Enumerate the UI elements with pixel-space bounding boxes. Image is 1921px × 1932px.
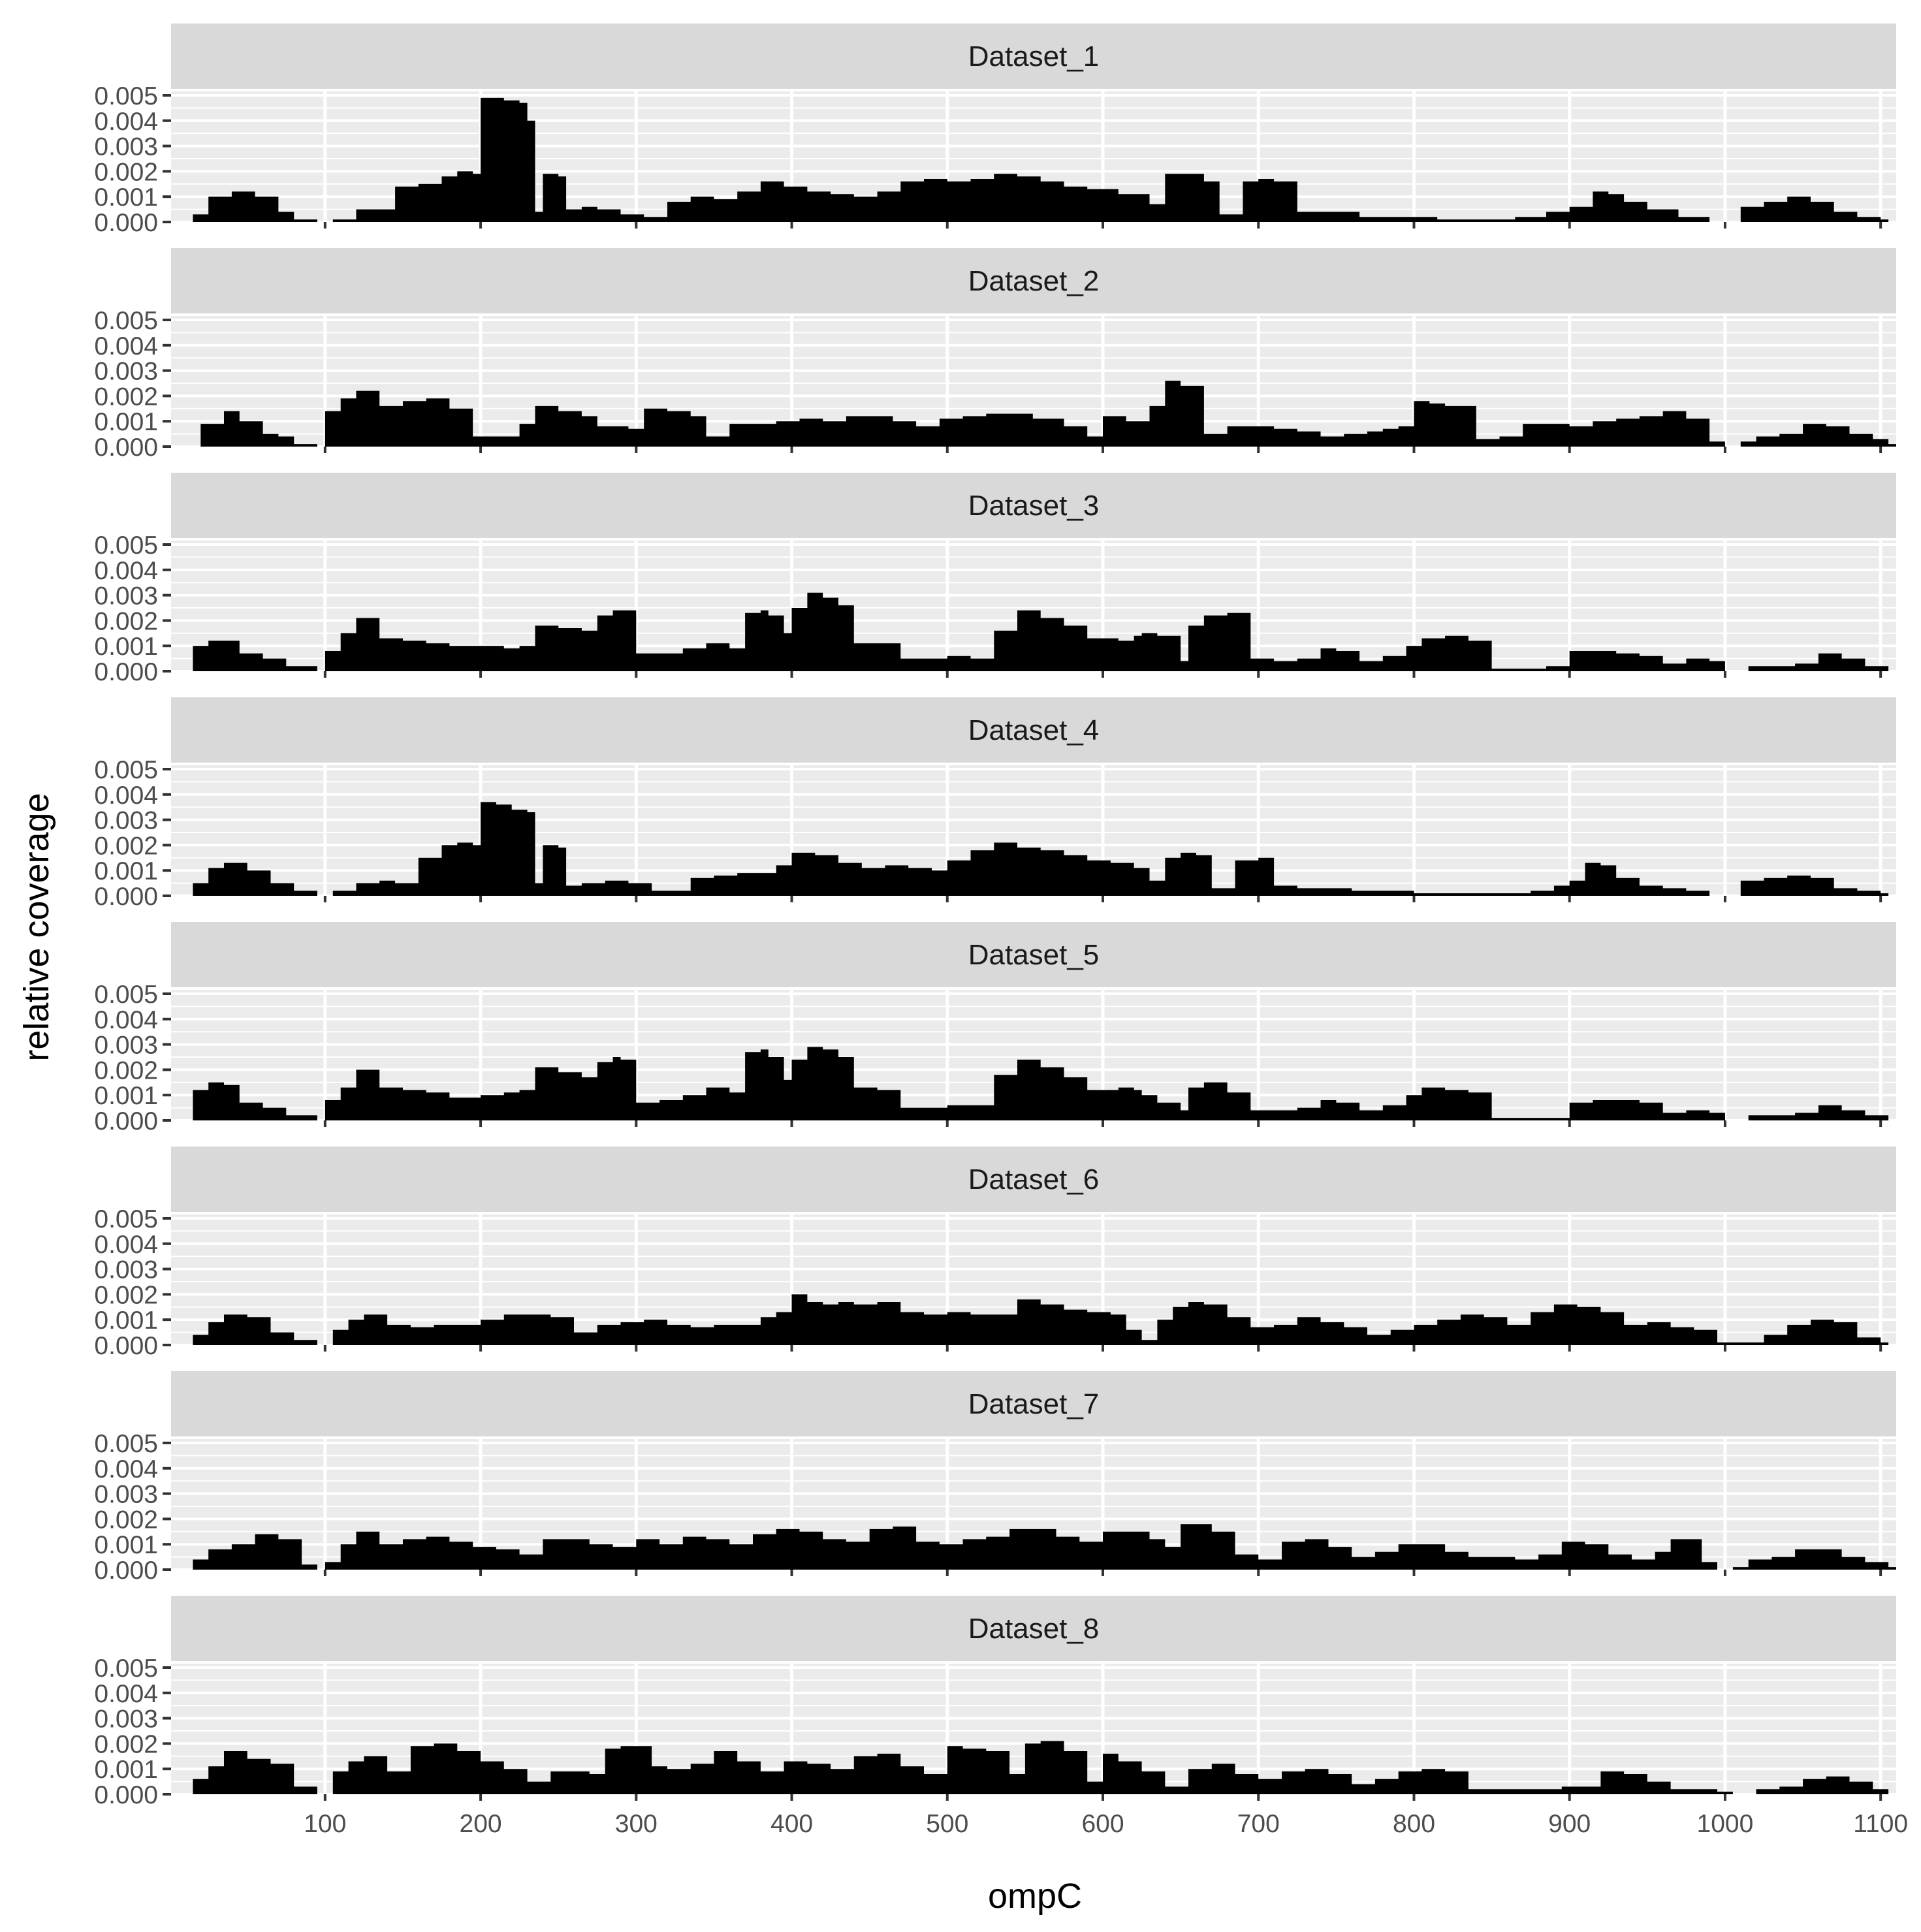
x-tick-label: 700 <box>1237 1810 1280 1838</box>
x-tick-label: 1100 <box>1853 1810 1908 1838</box>
y-tick-label: 0.002 <box>94 158 158 186</box>
y-tick-label: 0.000 <box>94 1107 158 1135</box>
facet-strip <box>171 697 1896 763</box>
y-tick-label: 0.000 <box>94 1557 158 1585</box>
y-axis-title: relative coverage <box>17 793 56 1061</box>
coverage-area <box>177 381 1896 447</box>
facet-strip <box>171 922 1896 987</box>
y-tick-label: 0.000 <box>94 434 158 462</box>
y-tick-label: 0.004 <box>94 1006 158 1034</box>
x-tick-label: 800 <box>1393 1810 1435 1838</box>
y-tick-label: 0.004 <box>94 332 158 360</box>
coverage-area <box>177 1741 1896 1794</box>
facet-strip-label: Dataset_4 <box>968 714 1100 746</box>
y-tick-label: 0.003 <box>94 358 158 386</box>
y-tick-label: 0.002 <box>94 1506 158 1534</box>
y-tick-label: 0.001 <box>94 633 158 661</box>
y-tick-label: 0.002 <box>94 832 158 860</box>
facet-strip-label: Dataset_8 <box>968 1613 1100 1645</box>
y-tick-label: 0.001 <box>94 1531 158 1559</box>
y-tick-label: 0.005 <box>94 307 158 335</box>
y-tick-label: 0.005 <box>94 981 158 1009</box>
y-tick-label: 0.005 <box>94 756 158 784</box>
facet-strip <box>171 473 1896 538</box>
facet-panels: Dataset_10.0000.0010.0020.0030.0040.005D… <box>94 24 1896 1809</box>
coverage-area <box>177 1524 1896 1570</box>
facet-strip-label: Dataset_3 <box>968 490 1100 522</box>
facet-strip <box>171 1371 1896 1436</box>
y-tick-label: 0.003 <box>94 1256 158 1284</box>
y-tick-label: 0.002 <box>94 383 158 411</box>
x-tick-label: 500 <box>926 1810 968 1838</box>
y-tick-label: 0.000 <box>94 209 158 237</box>
y-tick-label: 0.001 <box>94 1082 158 1110</box>
facet-strip <box>171 248 1896 313</box>
coverage-area <box>177 1294 1896 1345</box>
y-tick-label: 0.000 <box>94 658 158 686</box>
y-tick-label: 0.000 <box>94 1781 158 1809</box>
facet-strip <box>171 1147 1896 1212</box>
x-tick-label: 200 <box>460 1810 502 1838</box>
y-tick-label: 0.004 <box>94 557 158 585</box>
y-tick-label: 0.004 <box>94 1231 158 1259</box>
x-tick-label: 100 <box>304 1810 346 1838</box>
y-tick-label: 0.001 <box>94 183 158 212</box>
x-tick-label: 900 <box>1548 1810 1591 1838</box>
y-tick-label: 0.005 <box>94 1430 158 1458</box>
y-tick-label: 0.000 <box>94 1332 158 1360</box>
coverage-area <box>177 1047 1896 1120</box>
y-tick-label: 0.004 <box>94 1680 158 1708</box>
y-tick-label: 0.001 <box>94 857 158 885</box>
y-tick-label: 0.004 <box>94 782 158 810</box>
x-tick-label: 1000 <box>1697 1810 1754 1838</box>
coverage-area <box>177 802 1896 896</box>
facet-strip-label: Dataset_7 <box>968 1388 1100 1420</box>
y-tick-label: 0.004 <box>94 108 158 136</box>
facet-strip-label: Dataset_1 <box>968 40 1100 72</box>
facet-strip-label: Dataset_6 <box>968 1164 1100 1196</box>
y-tick-label: 0.002 <box>94 1730 158 1758</box>
y-tick-label: 0.005 <box>94 82 158 110</box>
facet-strip <box>171 24 1896 89</box>
x-axis-title: ompC <box>988 1877 1082 1916</box>
x-axis: 100 200 300 400 500 600 700 800 900 1000 1100 <box>304 1810 1908 1838</box>
x-tick-label: 300 <box>615 1810 658 1838</box>
y-tick-label: 0.002 <box>94 607 158 635</box>
coverage-area <box>177 592 1896 671</box>
coverage-area <box>177 97 1896 222</box>
y-tick-label: 0.001 <box>94 1306 158 1335</box>
y-tick-label: 0.003 <box>94 807 158 835</box>
y-tick-label: 0.005 <box>94 531 158 560</box>
y-tick-label: 0.002 <box>94 1056 158 1085</box>
y-tick-label: 0.005 <box>94 1655 158 1683</box>
y-tick-label: 0.003 <box>94 582 158 610</box>
y-tick-label: 0.003 <box>94 133 158 161</box>
y-tick-label: 0.001 <box>94 408 158 436</box>
y-tick-label: 0.002 <box>94 1281 158 1309</box>
y-tick-label: 0.001 <box>94 1756 158 1784</box>
y-tick-label: 0.003 <box>94 1032 158 1060</box>
x-tick-label: 600 <box>1081 1810 1124 1838</box>
y-tick-label: 0.004 <box>94 1455 158 1483</box>
y-tick-label: 0.005 <box>94 1205 158 1233</box>
x-tick-label: 400 <box>770 1810 813 1838</box>
facet-strip <box>171 1596 1896 1661</box>
facet-strip-label: Dataset_5 <box>968 939 1100 971</box>
y-tick-label: 0.003 <box>94 1705 158 1734</box>
y-tick-label: 0.003 <box>94 1481 158 1509</box>
y-tick-label: 0.000 <box>94 883 158 911</box>
facet-strip-label: Dataset_2 <box>968 265 1100 297</box>
